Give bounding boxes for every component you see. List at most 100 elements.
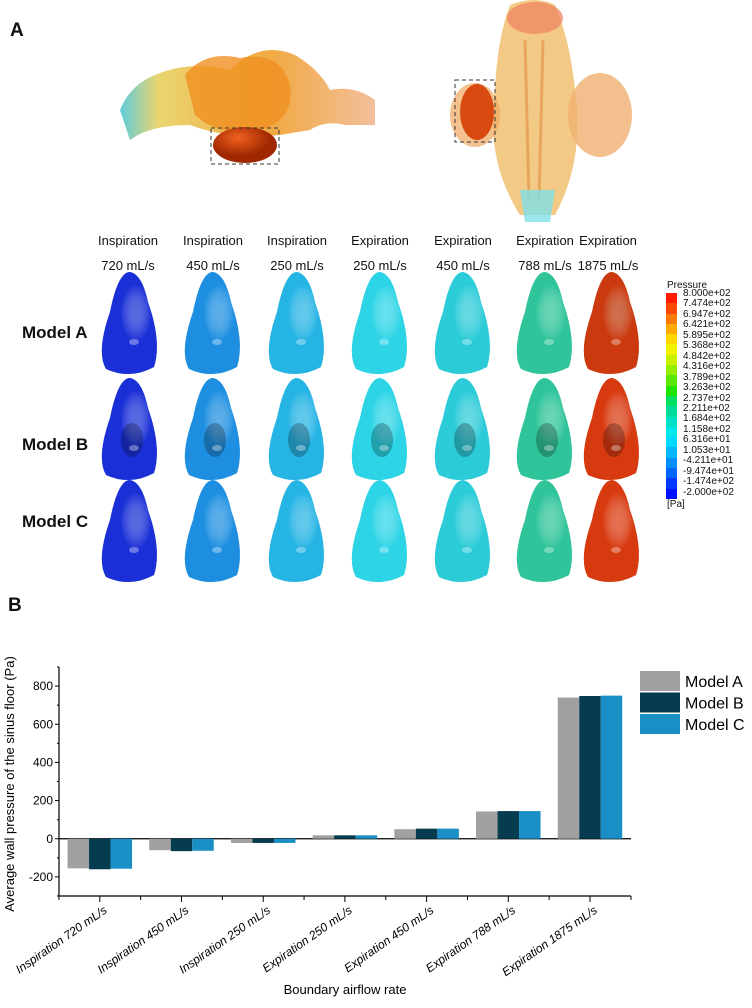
- colorbar-tick: 3.263e+02: [683, 382, 731, 394]
- x-tick-label: Expiration 450 mL/s: [341, 903, 436, 975]
- bar-chart: Average wall pressure of the sinus floor…: [2, 656, 745, 997]
- colorbar-tick: 4.316e+02: [683, 361, 731, 373]
- bar-model-c: [273, 838, 296, 843]
- y-tick-label: 0: [46, 832, 53, 846]
- column-label-line2: 250 mL/s: [353, 258, 407, 273]
- column-label-line2: 788 mL/s: [518, 258, 572, 273]
- sinus-floor-pressure-maps: [101, 272, 639, 583]
- row-label: Model B: [22, 435, 89, 454]
- colorbar-tick: 1.684e+02: [683, 413, 731, 425]
- column-label-line1: Inspiration: [267, 233, 327, 248]
- column-label: Inspiration 450 mL/s: [171, 228, 255, 278]
- colorbar-band: [666, 468, 677, 479]
- legend-label: Model B: [685, 696, 744, 713]
- colorbar-tick: 5.895e+02: [683, 329, 731, 341]
- colorbar-band: [666, 293, 677, 304]
- nose-pressure-map: [101, 272, 157, 375]
- colorbar-band: [666, 313, 677, 324]
- colorbar-unit: [Pa]: [667, 499, 685, 510]
- colorbar-tick: 6.316e+01: [683, 434, 731, 446]
- colorbar-tick: 6.421e+02: [683, 319, 731, 331]
- bar-model-a: [394, 829, 416, 839]
- bar-model-a: [230, 838, 253, 843]
- colorbar-tick: -4.211e+01: [683, 455, 734, 467]
- nose-pressure-map: [583, 480, 639, 583]
- row-label: Model A: [22, 323, 88, 342]
- colorbar-tick: 6.947e+02: [683, 308, 731, 320]
- colorbar-band: [666, 426, 677, 438]
- column-label: Inspiration 250 mL/s: [255, 228, 339, 278]
- bar-model-c: [437, 828, 459, 839]
- colorbar-tick: 2.211e+02: [683, 402, 730, 414]
- colorbar-band: [666, 344, 677, 355]
- column-label: Expiration 250 mL/s: [338, 228, 422, 278]
- colorbar-band: [666, 406, 677, 417]
- column-label-line2: 1875 mL/s: [577, 258, 639, 273]
- colorbar-band: [666, 416, 677, 427]
- nose-pressure-map: [351, 480, 407, 583]
- colorbar-tick: 5.368e+02: [683, 340, 731, 352]
- nose-pressure-map: [184, 272, 240, 375]
- nose-pressure-map: [583, 272, 639, 375]
- colorbar-tick: 4.842e+02: [683, 350, 731, 362]
- colorbar-band: [666, 478, 677, 489]
- nose-pressure-map: [434, 378, 490, 481]
- nose-pressure-map: [516, 272, 572, 375]
- y-tick-label: -200: [29, 870, 53, 884]
- colorbar: [666, 293, 677, 499]
- bar-model-a: [312, 835, 335, 839]
- colorbar-band: [666, 447, 677, 458]
- column-label-line2: 250 mL/s: [270, 258, 324, 273]
- legend-swatch: [640, 692, 680, 713]
- colorbar-tick: 1.053e+01: [683, 444, 731, 456]
- nose-pressure-map: [351, 378, 407, 481]
- colorbar-band: [666, 437, 677, 448]
- nose-pressure-map: [268, 480, 324, 583]
- colorbar-band: [666, 385, 677, 396]
- column-label-line2: 450 mL/s: [186, 258, 240, 273]
- bar-model-a: [149, 838, 171, 851]
- panel-b-label: B: [8, 595, 22, 616]
- colorbar-band: [666, 375, 677, 386]
- nose-pressure-map: [351, 272, 407, 375]
- column-label: Expiration 1875 mL/s: [566, 228, 650, 278]
- x-axis-label: Boundary airflow rate: [284, 982, 407, 997]
- bar-model-b: [170, 838, 193, 852]
- bar-model-c: [519, 811, 541, 839]
- colorbar-tick: 2.737e+02: [683, 392, 731, 404]
- bar-model-c: [600, 695, 623, 839]
- bar-model-b: [89, 838, 111, 870]
- colorbar-band: [666, 303, 677, 314]
- colorbar-tick: 1.158e+02: [683, 423, 731, 435]
- y-tick-label: 600: [33, 717, 53, 731]
- legend-swatch: [640, 714, 680, 734]
- nose-pressure-map: [184, 378, 240, 481]
- column-label: Inspiration 720 mL/s: [86, 228, 170, 278]
- bar-model-a: [557, 697, 580, 839]
- column-label-line1: Expiration: [516, 233, 574, 248]
- y-tick-label: 800: [33, 679, 53, 693]
- colorbar-tick: -1.474e+02: [683, 476, 734, 488]
- bar-model-c: [110, 838, 133, 869]
- nose-pressure-map: [101, 480, 157, 583]
- colorbar-title: Pressure: [667, 280, 708, 291]
- nose-pressure-map: [516, 378, 572, 481]
- colorbar-tick: -9.474e+01: [683, 465, 734, 477]
- bar-model-c: [355, 835, 378, 839]
- nose-pressure-map: [516, 480, 572, 583]
- column-label: Expiration 788 mL/s: [503, 228, 587, 278]
- column-label-line1: Expiration: [579, 233, 637, 248]
- panel-a-label: A: [10, 20, 24, 41]
- y-tick-label: 200: [33, 794, 53, 808]
- bar-model-b: [415, 828, 438, 839]
- sinus-model-front-view: [450, 0, 632, 222]
- colorbar-tick: 3.789e+02: [683, 371, 731, 383]
- colorbar-tick: 8.000e+02: [683, 288, 731, 299]
- legend-label: Model C: [685, 717, 745, 734]
- bar-model-a: [476, 811, 498, 839]
- colorbar-tick: -2.000e+02: [683, 486, 734, 498]
- y-axis-label: Average wall pressure of the sinus floor…: [2, 656, 17, 912]
- legend-swatch: [640, 671, 680, 691]
- nose-pressure-map: [434, 272, 490, 375]
- bar-model-b: [497, 811, 520, 839]
